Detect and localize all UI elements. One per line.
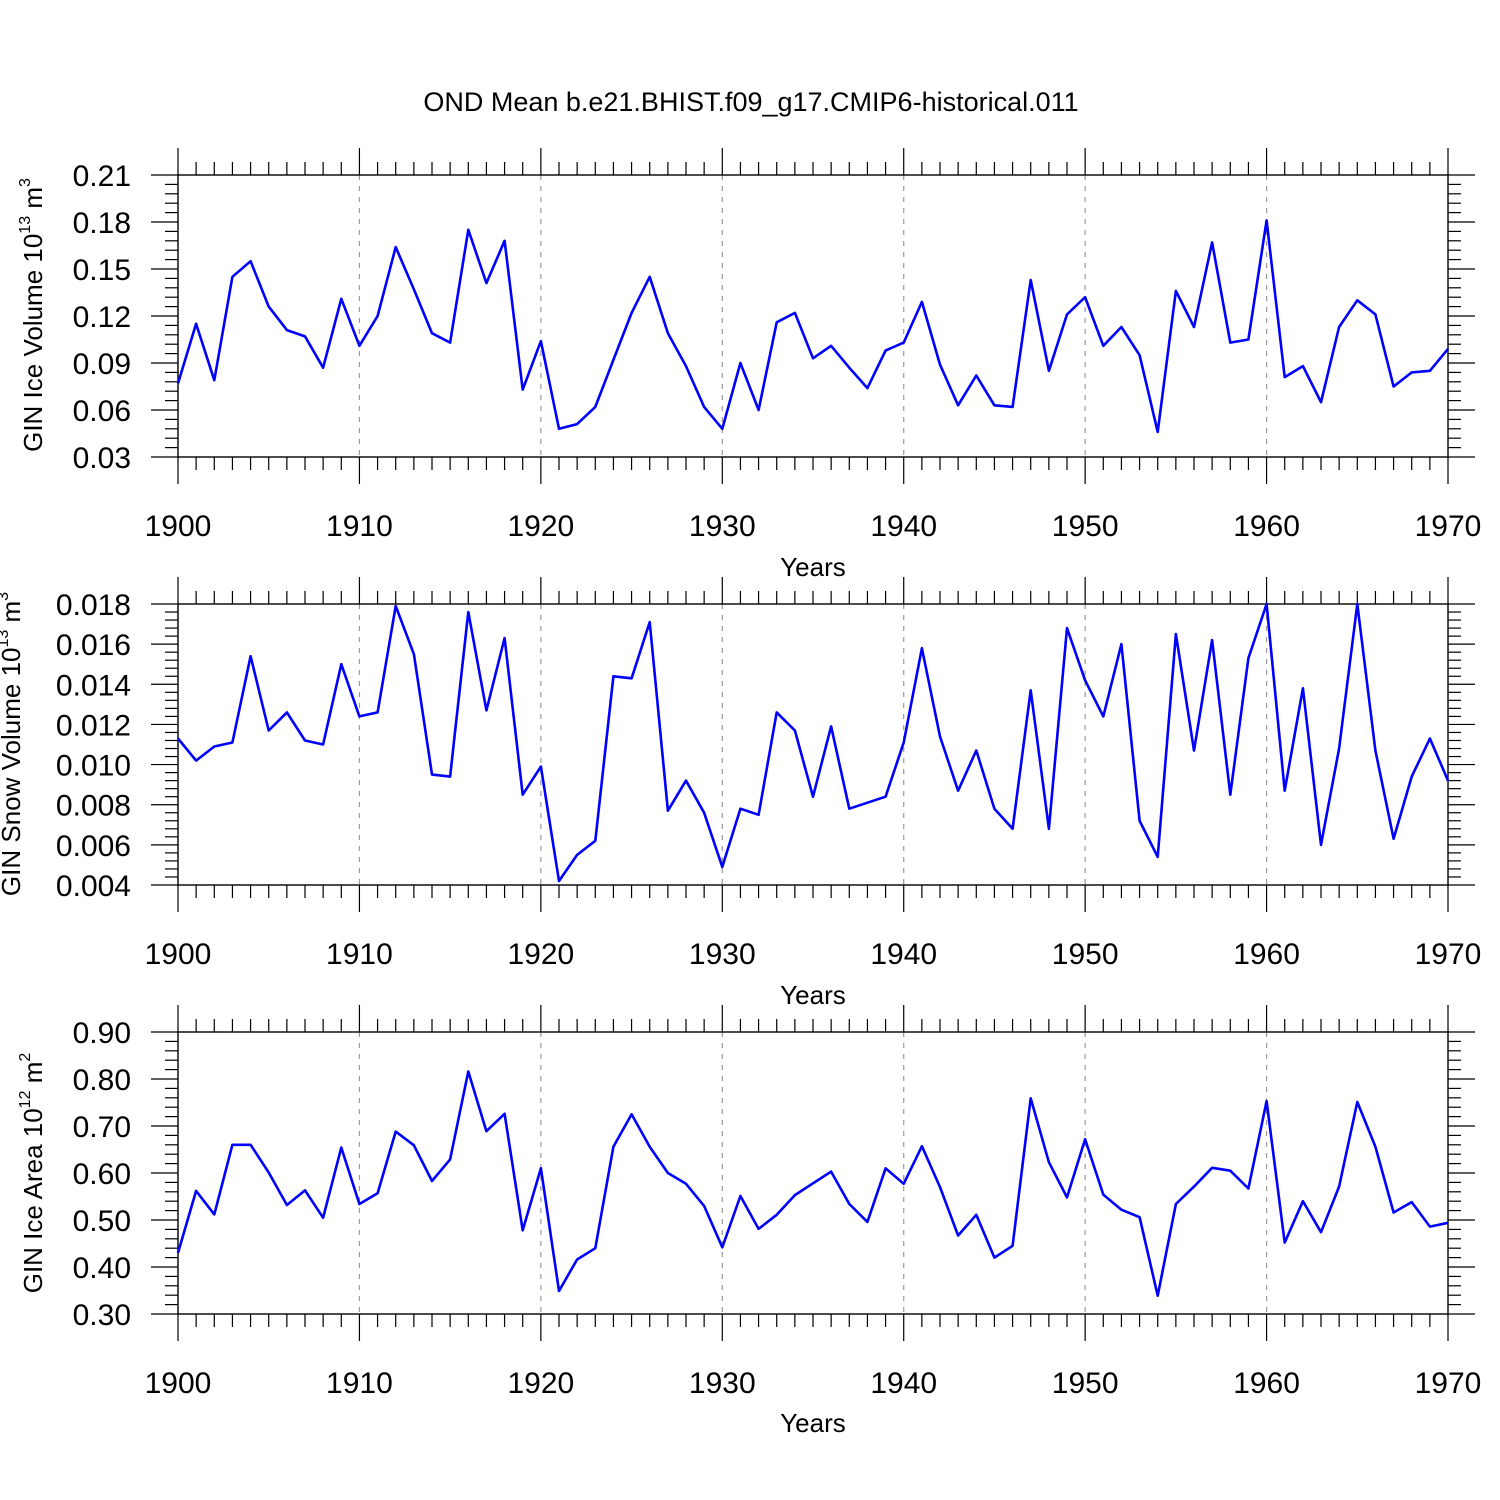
ice-volume-xtick-label: 1940 — [870, 510, 937, 543]
ice-area-xtick-label: 1930 — [689, 1367, 756, 1400]
ice-volume-ylabel: GIN Ice Volume 1013 m3 — [17, 178, 48, 452]
ice-volume-ytick-label: 0.21 — [73, 160, 131, 193]
ice-area-plot-frame — [177, 1031, 1449, 1315]
ice-volume-xtick-label: 1960 — [1233, 510, 1300, 543]
snow-volume-ytick-label: 0.012 — [56, 709, 131, 742]
ice-volume-xlabel: Years — [780, 552, 846, 582]
ice-volume-ytick-label: 0.06 — [73, 395, 131, 428]
ice-area-ylabel: GIN Ice Area 1012 m2 — [17, 1053, 48, 1294]
ice-area-ytick-label: 0.90 — [73, 1017, 131, 1050]
snow-volume-ytick-label: 0.010 — [56, 750, 131, 783]
ice-area-ytick-label: 0.80 — [73, 1064, 131, 1097]
ice-area-xtick-label: 1910 — [326, 1367, 393, 1400]
ice-volume-ytick-label: 0.09 — [73, 348, 131, 381]
snow-volume-ytick-label: 0.014 — [56, 669, 131, 702]
snow-volume-xtick-label: 1960 — [1233, 938, 1300, 971]
ice-volume-ytick-label: 0.03 — [73, 442, 131, 475]
ice-area-ytick-label: 0.30 — [73, 1299, 131, 1332]
snow-volume-ytick-label: 0.018 — [56, 589, 131, 622]
ice-volume-xtick-label: 1920 — [507, 510, 574, 543]
ice-area-xtick-label: 1940 — [870, 1367, 937, 1400]
ice-volume-ytick-label: 0.12 — [73, 301, 131, 334]
snow-volume-ytick-label: 0.004 — [56, 870, 131, 903]
ice-area-xlabel: Years — [780, 1408, 846, 1438]
ice-volume-xtick-label: 1910 — [326, 510, 393, 543]
ice-area-xtick-label: 1950 — [1052, 1367, 1119, 1400]
snow-volume-xtick-label: 1970 — [1415, 938, 1482, 971]
ice-area-series-line — [176, 1070, 1449, 1297]
snow-volume-xtick-label: 1940 — [870, 938, 937, 971]
ice-area-ytick-label: 0.60 — [73, 1158, 131, 1191]
ice-volume-ytick-label: 0.18 — [73, 207, 131, 240]
snow-volume-ytick-label: 0.008 — [56, 790, 131, 823]
snow-volume-series-line — [176, 602, 1450, 883]
ice-volume-ytick-label: 0.15 — [73, 254, 131, 287]
ice-volume-xtick-label: 1950 — [1052, 510, 1119, 543]
ice-area-xtick-label: 1900 — [145, 1367, 212, 1400]
snow-volume-xtick-label: 1910 — [326, 938, 393, 971]
snow-volume-ytick-label: 0.016 — [56, 629, 131, 662]
snow-volume-xtick-label: 1920 — [507, 938, 574, 971]
ice-area-xtick-label: 1920 — [507, 1367, 574, 1400]
snow-volume-xtick-label: 1950 — [1052, 938, 1119, 971]
ice-area-panel: GIN Ice Area 1012 m2 Years 0.30 0.40 0.50 0… — [17, 1005, 1481, 1438]
snow-volume-xlabel: Years — [780, 980, 846, 1010]
ice-volume-plot-frame — [177, 174, 1449, 458]
snow-volume-panel: GIN Snow Volume 1013 m3 Years 0.004 0.006… — [0, 577, 1481, 1010]
snow-volume-ytick-label: 0.006 — [56, 830, 131, 863]
ice-volume-panel: GIN Ice Volume 1013 m3 Years 0.03 0.06 0.0… — [17, 148, 1481, 582]
figure-title: OND Mean b.e21.BHIST.f09_g17.CMIP6-histo… — [423, 87, 1078, 117]
ice-volume-series-line — [176, 219, 1450, 434]
snow-volume-ylabel: GIN Snow Volume 1013 m3 — [0, 592, 26, 896]
ice-volume-xtick-label: 1900 — [145, 510, 212, 543]
snow-volume-xtick-label: 1900 — [145, 938, 212, 971]
ice-area-ytick-label: 0.50 — [73, 1205, 131, 1238]
ice-area-xtick-label: 1960 — [1233, 1367, 1300, 1400]
snow-volume-plot-frame — [177, 603, 1449, 886]
ice-volume-xtick-label: 1930 — [689, 510, 756, 543]
ice-volume-xtick-label: 1970 — [1415, 510, 1482, 543]
snow-volume-xtick-label: 1930 — [689, 938, 756, 971]
ice-area-ytick-label: 0.70 — [73, 1111, 131, 1144]
ice-area-xtick-label: 1970 — [1415, 1367, 1482, 1400]
ice-area-ytick-label: 0.40 — [73, 1252, 131, 1285]
